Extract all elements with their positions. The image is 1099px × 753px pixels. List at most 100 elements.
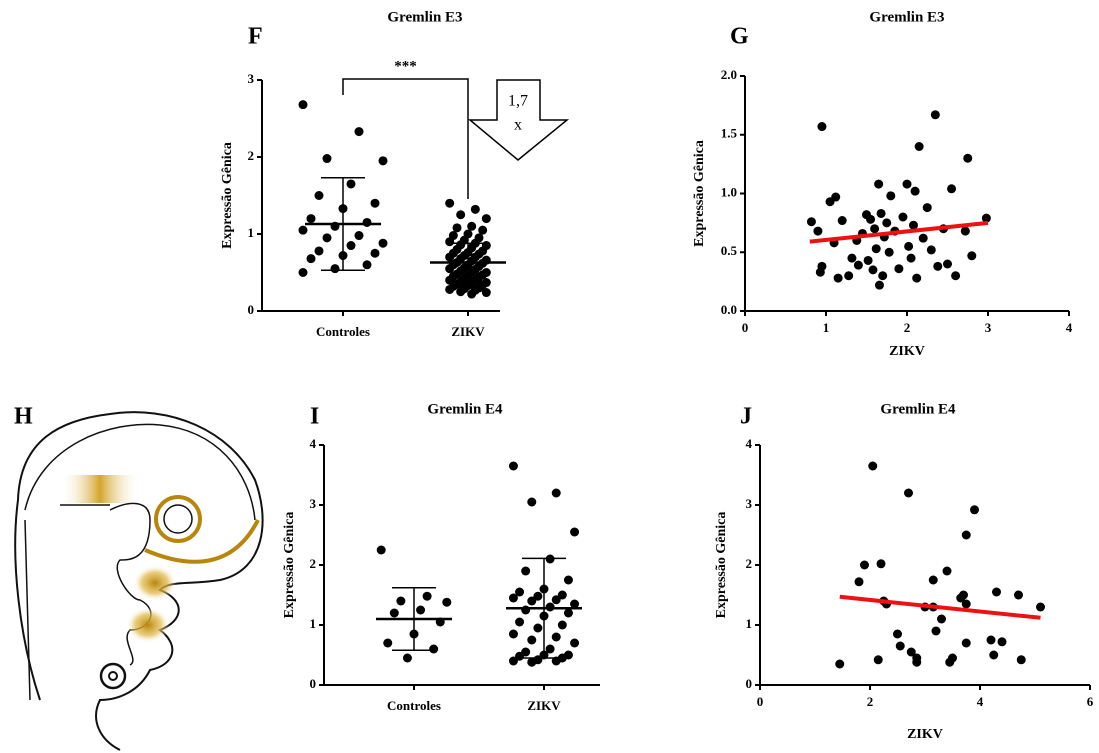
data-point xyxy=(866,214,876,224)
y-axis-label: Expressão Gênica xyxy=(220,142,235,249)
y-tick-label: 3 xyxy=(310,496,317,511)
data-point xyxy=(922,203,932,213)
data-point xyxy=(967,251,977,261)
regression-line xyxy=(809,220,989,244)
data-point xyxy=(963,153,973,163)
y-tick-label: 1 xyxy=(310,616,317,631)
error-bar xyxy=(446,242,490,283)
data-point xyxy=(354,127,364,137)
data-point xyxy=(551,595,561,605)
x-tick-label: 2 xyxy=(904,320,911,335)
data-point xyxy=(933,261,943,271)
chart-title: Gremlin E4 xyxy=(427,401,503,417)
data-point xyxy=(570,638,580,648)
data-point xyxy=(874,280,884,290)
chart-title: Gremlin E3 xyxy=(387,9,462,25)
data-point xyxy=(997,637,1007,647)
data-point xyxy=(527,497,537,507)
data-point xyxy=(481,288,491,298)
data-point xyxy=(960,226,970,236)
data-point xyxy=(322,154,332,164)
data-point xyxy=(906,253,916,263)
data-point xyxy=(557,620,567,630)
x-tick-label: 4 xyxy=(977,694,984,709)
y-tick-label: 3 xyxy=(248,71,255,86)
x-tick-label: 4 xyxy=(1066,320,1073,335)
data-point xyxy=(947,184,957,194)
data-point xyxy=(884,247,894,257)
data-point xyxy=(912,657,922,667)
data-point xyxy=(402,653,412,663)
data-point xyxy=(445,252,455,262)
x-tick-label: Controles xyxy=(387,698,441,713)
data-point xyxy=(445,198,455,208)
fold-change-label: x xyxy=(514,117,522,134)
data-point xyxy=(981,213,991,223)
data-point xyxy=(992,587,1001,597)
panel-letter: H xyxy=(14,404,33,430)
data-point xyxy=(508,656,518,666)
data-point xyxy=(874,179,884,189)
data-point xyxy=(844,271,854,281)
data-point xyxy=(873,655,883,665)
data-point xyxy=(833,273,843,283)
x-tick-label: 2 xyxy=(867,694,874,709)
y-axis-label: Expressão Gênica xyxy=(692,140,707,247)
y-tick-label: 2 xyxy=(746,556,753,571)
y-tick-label: 0 xyxy=(746,676,753,691)
x-tick-label: Controles xyxy=(316,324,370,339)
data-point xyxy=(445,284,455,294)
y-axis-label: Expressão Gênica xyxy=(282,512,297,619)
data-point xyxy=(948,653,957,663)
data-point xyxy=(817,122,827,132)
x-tick-label: ZIKV xyxy=(451,324,485,339)
data-point xyxy=(914,142,924,151)
data-point xyxy=(378,156,388,166)
data-point xyxy=(330,264,340,274)
panel-letter: G xyxy=(730,24,749,50)
data-point xyxy=(354,231,364,241)
significance-label: *** xyxy=(394,58,417,74)
data-point xyxy=(928,575,938,585)
data-point xyxy=(871,244,881,254)
data-point xyxy=(370,198,380,208)
data-point xyxy=(389,608,399,618)
data-point xyxy=(886,191,896,201)
data-point xyxy=(515,651,525,661)
data-point xyxy=(918,233,928,243)
data-point xyxy=(831,192,841,202)
data-point xyxy=(961,599,971,609)
data-point xyxy=(989,650,999,660)
data-point xyxy=(416,605,426,615)
data-point xyxy=(452,223,462,233)
data-point xyxy=(422,591,432,601)
data-point xyxy=(882,218,892,228)
data-point xyxy=(314,246,324,256)
x-tick-label: 0 xyxy=(757,694,764,709)
data-point xyxy=(533,623,543,633)
data-point xyxy=(951,271,961,281)
data-point xyxy=(396,596,406,606)
data-point xyxy=(837,216,847,226)
data-point xyxy=(378,238,388,248)
data-point xyxy=(870,224,880,234)
data-point xyxy=(813,226,823,236)
data-point xyxy=(942,566,952,576)
data-point xyxy=(863,255,873,265)
data-point xyxy=(570,527,580,537)
data-point xyxy=(298,268,308,277)
data-point xyxy=(570,599,580,609)
data-point xyxy=(545,644,555,654)
y-tick-label: 0 xyxy=(310,676,317,691)
data-point xyxy=(894,264,904,274)
expression-zone xyxy=(60,475,140,503)
data-point xyxy=(527,635,537,645)
data-point xyxy=(557,590,567,600)
data-point xyxy=(959,590,968,600)
data-point xyxy=(527,657,537,667)
data-point xyxy=(298,100,308,110)
data-point xyxy=(1014,590,1023,600)
data-point xyxy=(961,530,971,540)
fold-arrow xyxy=(467,79,570,161)
data-point xyxy=(847,253,857,263)
